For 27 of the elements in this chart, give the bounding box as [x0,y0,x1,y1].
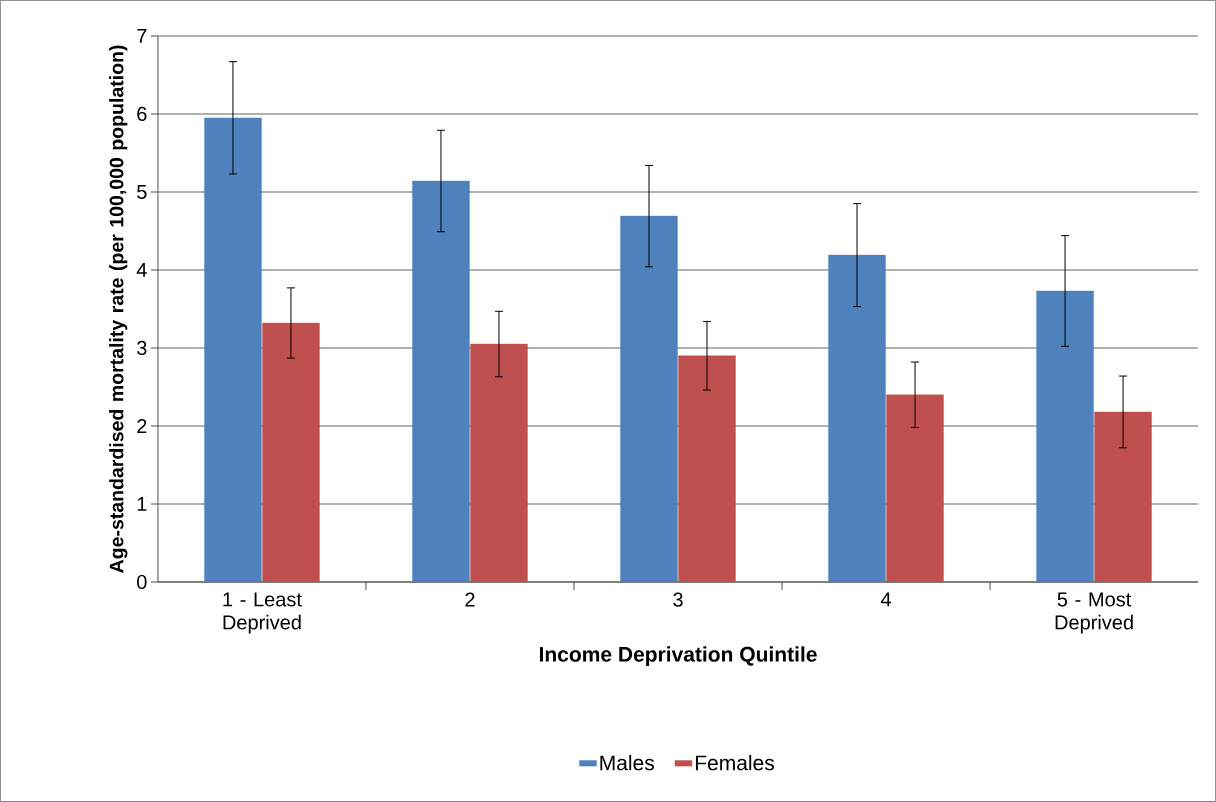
bar [678,355,736,583]
bar [262,322,320,583]
bar [1036,290,1094,583]
legend-label: Females [695,754,774,771]
bar [886,394,944,583]
bar [470,343,528,583]
y-tick-label: 4 [136,263,147,277]
x-tick-label: 2 [465,592,475,607]
x-tick-label: 3 [673,592,683,607]
y-tick-label: 6 [137,106,147,122]
y-axis-title: Age-standardised mortality rate (per 100,000 population) [109,45,128,573]
bar [828,254,886,583]
y-tick-label: 2 [137,419,147,433]
x-tick-label: 1 - Least Deprived [223,592,302,634]
bar [620,215,678,583]
y-tick-label: 0 [137,574,147,590]
legend-label: Males [600,754,654,771]
y-tick-label: 5 [137,184,147,199]
y-tick-label: 3 [137,340,147,356]
bar [204,117,262,583]
bar [1094,411,1152,583]
bar [412,180,470,583]
y-tick-label: 1 [137,497,147,511]
x-tick-label: 4 [880,592,892,607]
x-tick-label: 5 - Most Deprived [1055,592,1133,634]
y-tick-label: 7 [137,29,147,43]
x-axis-title: Income Deprivation Quintile [539,646,817,666]
